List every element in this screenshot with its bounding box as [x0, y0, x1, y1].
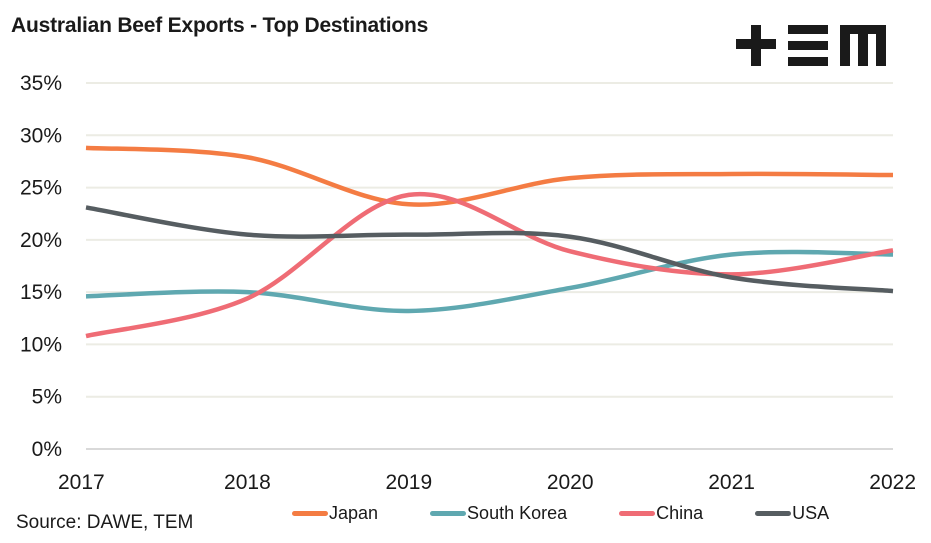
- x-tick-label: 2021: [708, 471, 755, 494]
- y-axis-ticks: 0% 5% 10% 15% 20% 25% 30% 35%: [20, 72, 62, 461]
- legend-label: Japan: [329, 503, 379, 523]
- logo-m-icon: [840, 25, 886, 66]
- y-tick-label: 35%: [20, 72, 62, 95]
- legend-swatch: [755, 511, 792, 516]
- chart-title: Australian Beef Exports - Top Destinatio…: [11, 14, 429, 37]
- legend: Japan South Korea China USA: [292, 503, 829, 524]
- legend-item-usa: USA: [755, 503, 829, 524]
- legend-item-japan: Japan: [292, 503, 378, 524]
- logo-plus-icon: [736, 25, 776, 66]
- legend-label: South Korea: [467, 503, 568, 523]
- x-tick-label: 2018: [224, 471, 271, 494]
- x-tick-label: 2017: [58, 471, 105, 494]
- tem-logo: [736, 25, 886, 66]
- legend-label: USA: [792, 503, 830, 523]
- series-line-china: [85, 191, 894, 339]
- gridlines: [86, 82, 893, 450]
- y-tick-label: 30%: [20, 124, 62, 147]
- legend-item-south-korea: South Korea: [430, 503, 567, 524]
- legend-item-china: China: [619, 503, 703, 524]
- series-line-south-korea: [85, 249, 894, 314]
- y-tick-label: 0%: [32, 438, 62, 461]
- y-tick-label: 25%: [20, 177, 62, 200]
- y-tick-label: 15%: [20, 281, 62, 304]
- series-line-japan: [85, 145, 894, 207]
- source-note: Source: DAWE, TEM: [16, 512, 194, 533]
- series-lines: [85, 145, 894, 339]
- y-tick-label: 20%: [20, 229, 62, 252]
- series-line-usa: [85, 205, 894, 294]
- legend-swatch: [292, 511, 328, 516]
- legend-label: China: [656, 503, 704, 523]
- x-tick-label: 2022: [869, 471, 916, 494]
- y-tick-label: 5%: [32, 386, 62, 409]
- x-tick-label: 2020: [547, 471, 594, 494]
- y-tick-label: 10%: [20, 333, 62, 356]
- x-axis-ticks: 2017 2018 2019 2020 2021 2022: [58, 471, 916, 494]
- x-tick-label: 2019: [385, 471, 432, 494]
- legend-swatch: [619, 511, 656, 516]
- logo-e-icon: [788, 25, 828, 66]
- legend-swatch: [430, 511, 467, 516]
